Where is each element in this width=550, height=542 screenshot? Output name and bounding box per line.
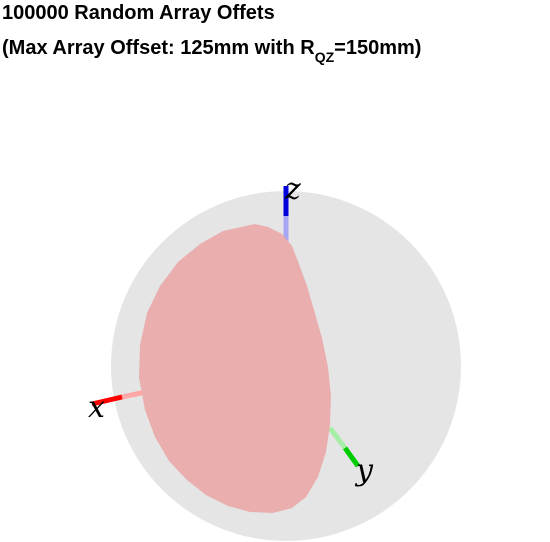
chart-title-line-2: (Max Array Offset: 125mm with RQZ=150mm) xyxy=(2,37,422,64)
random-offset-points xyxy=(139,224,331,513)
x-axis-label: x xyxy=(88,390,105,425)
y-axis-back xyxy=(328,426,347,450)
z-axis-label: z xyxy=(284,172,301,207)
y-axis xyxy=(342,446,361,468)
title-subscript: QZ xyxy=(314,49,335,65)
chart-title-line-1: 100000 Random Array Offets xyxy=(2,2,275,24)
title-prefix: (Max Array Offset: 125mm with R xyxy=(2,37,315,59)
title-suffix: =150mm) xyxy=(334,37,422,59)
x-axis xyxy=(91,394,123,407)
y-axis-label: y xyxy=(354,453,374,488)
